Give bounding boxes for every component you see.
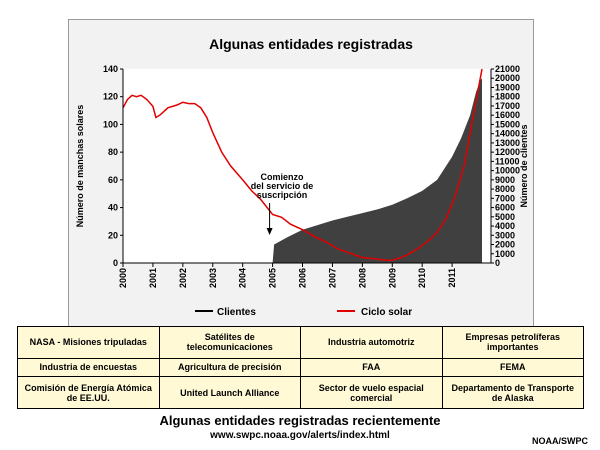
- chart-title: Algunas entidades registradas: [209, 36, 413, 52]
- table-cell: FEMA: [441, 357, 584, 378]
- y-right-tick-label: 16000: [495, 110, 520, 120]
- legend-label-clientes: Clientes: [217, 307, 256, 318]
- y-left-tick-label: 140: [103, 64, 118, 74]
- y-right-tick-label: 1000: [495, 249, 515, 259]
- y-left-tick-label: 120: [103, 92, 118, 102]
- caption-title: Algunas entidades registradas recienteme…: [159, 413, 441, 428]
- table-cell: United Launch Alliance: [158, 376, 301, 409]
- table-cell: Industria automotriz: [300, 326, 443, 359]
- y-right-tick-label: 5000: [495, 212, 515, 222]
- table-cell: Satélites de telecomunicaciones: [158, 326, 301, 359]
- y-right-tick-label: 3000: [495, 230, 515, 240]
- y-right-tick-label: 10000: [495, 166, 520, 176]
- y-left-axis-label: Número de manchas solares: [75, 105, 85, 228]
- y-right-tick-label: 21000: [495, 64, 520, 74]
- table-cell: Industria de encuestas: [17, 357, 160, 378]
- y-left-tick-label: 60: [108, 175, 118, 185]
- y-right-tick-label: 15000: [495, 119, 520, 129]
- table-cell: Sector de vuelo espacial comercial: [300, 376, 443, 409]
- y-right-tick-label: 20000: [495, 73, 520, 83]
- table-cell: Empresas petrolíferas importantes: [441, 326, 584, 359]
- x-tick-label: 2001: [148, 268, 158, 288]
- chart-frame: Algunas entidades registradas 0 20 40 60 80 1…: [68, 19, 534, 327]
- x-tick-label: 2007: [327, 268, 337, 288]
- y-left-tick-label: 80: [108, 147, 118, 157]
- y-right-tick-label: 13000: [495, 138, 520, 148]
- x-tick-label: 2008: [357, 268, 367, 288]
- y-left-tick-label: 0: [113, 258, 118, 268]
- y-right-tick-label: 6000: [495, 203, 515, 213]
- table-cell: Agricultura de precisión: [158, 357, 301, 378]
- y-left-tick-label: 40: [108, 203, 118, 213]
- y-right-tick-label: 11000: [495, 156, 520, 166]
- annotation-text: del servicio de: [251, 181, 314, 191]
- y-right-tick-label: 4000: [495, 221, 515, 231]
- legend: Clientes Ciclo solar: [195, 307, 412, 318]
- y-right-tick-label: 0: [495, 258, 500, 268]
- y-right-tick-label: 2000: [495, 240, 515, 250]
- y-right-tick-label: 18000: [495, 92, 520, 102]
- table-cell: NASA - Misiones tripuladas: [17, 326, 160, 359]
- x-tick-label: 2004: [238, 268, 248, 288]
- table-row: Industria de encuestas Agricultura de pr…: [17, 357, 584, 378]
- annotation-text: Comienzo: [260, 172, 304, 182]
- source-credit: NOAA/SWPC: [532, 436, 588, 446]
- table-cell: Departamento de Transporte de Alaska: [441, 376, 584, 409]
- x-tick-label: 2000: [118, 268, 128, 288]
- x-tick-label: 2011: [447, 268, 457, 288]
- entities-table: NASA - Misiones tripuladas Satélites de …: [17, 326, 584, 409]
- y-right-tick-label: 12000: [495, 147, 520, 157]
- series-clientes-area: [272, 78, 482, 263]
- annotation-text: suscripción: [257, 190, 308, 200]
- y-right-tick-label: 9000: [495, 175, 515, 185]
- caption-url: www.swpc.noaa.gov/alerts/index.html: [210, 430, 390, 441]
- y-right-tick-label: 7000: [495, 193, 515, 203]
- table-cell: Comisión de Energía Atómica de EE.UU.: [17, 376, 160, 409]
- y-left-tick-label: 20: [108, 230, 118, 240]
- legend-label-ciclo-solar: Ciclo solar: [361, 307, 412, 318]
- x-tick-label: 2003: [208, 268, 218, 288]
- annotation-arrowhead: [266, 228, 273, 235]
- table-row: Comisión de Energía Atómica de EE.UU. Un…: [17, 376, 584, 409]
- x-tick-label: 2005: [268, 268, 278, 288]
- y-right-tick-label: 17000: [495, 101, 520, 111]
- table-cell: FAA: [300, 357, 443, 378]
- chart: Algunas entidades registradas 0 20 40 60 80 1…: [75, 36, 529, 318]
- x-tick-label: 2009: [387, 268, 397, 288]
- y-left-tick-label: 100: [103, 119, 118, 129]
- y-right-axis-label: Número de clientes: [519, 124, 529, 207]
- table-row: NASA - Misiones tripuladas Satélites de …: [17, 326, 584, 359]
- x-tick-label: 2006: [298, 268, 308, 288]
- series-ciclo-solar-line: [122, 68, 483, 261]
- y-right-tick-label: 14000: [495, 129, 520, 139]
- y-right-tick-label: 8000: [495, 184, 515, 194]
- x-tick-label: 2002: [178, 268, 188, 288]
- x-tick-label: 2010: [417, 268, 427, 288]
- y-right-tick-label: 19000: [495, 82, 520, 92]
